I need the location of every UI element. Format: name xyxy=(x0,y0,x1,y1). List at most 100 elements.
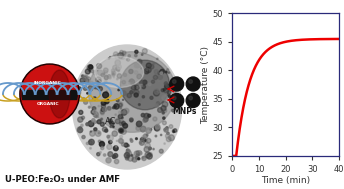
Circle shape xyxy=(118,138,123,143)
Circle shape xyxy=(114,153,118,158)
Circle shape xyxy=(158,75,162,79)
Circle shape xyxy=(129,85,131,87)
Circle shape xyxy=(114,105,116,108)
Circle shape xyxy=(163,109,167,112)
Circle shape xyxy=(163,88,165,91)
Circle shape xyxy=(154,70,159,74)
Circle shape xyxy=(155,126,161,131)
Circle shape xyxy=(112,107,114,108)
Circle shape xyxy=(154,89,160,94)
Circle shape xyxy=(142,96,144,98)
Circle shape xyxy=(140,152,141,153)
Circle shape xyxy=(144,147,150,152)
Circle shape xyxy=(103,107,107,112)
Circle shape xyxy=(99,151,101,153)
Circle shape xyxy=(115,54,121,60)
Circle shape xyxy=(88,121,94,127)
Circle shape xyxy=(101,104,106,108)
Circle shape xyxy=(96,87,99,89)
Circle shape xyxy=(147,153,152,159)
Circle shape xyxy=(127,82,130,85)
Circle shape xyxy=(167,132,169,135)
Circle shape xyxy=(157,89,161,93)
Circle shape xyxy=(139,140,144,145)
Circle shape xyxy=(101,112,104,115)
Circle shape xyxy=(86,142,89,145)
Circle shape xyxy=(107,107,111,110)
Circle shape xyxy=(80,78,85,83)
Circle shape xyxy=(84,100,88,104)
Circle shape xyxy=(115,119,120,124)
Circle shape xyxy=(101,147,104,150)
Circle shape xyxy=(144,113,149,119)
Circle shape xyxy=(146,128,151,133)
Circle shape xyxy=(112,107,115,109)
Circle shape xyxy=(104,76,108,80)
Circle shape xyxy=(135,50,138,53)
Circle shape xyxy=(82,136,85,139)
Circle shape xyxy=(88,86,93,91)
Circle shape xyxy=(89,65,93,69)
Circle shape xyxy=(116,67,120,71)
Circle shape xyxy=(111,69,115,73)
Circle shape xyxy=(103,70,107,75)
Circle shape xyxy=(109,77,111,79)
Circle shape xyxy=(167,91,171,94)
Circle shape xyxy=(98,132,100,134)
Circle shape xyxy=(140,152,142,155)
Circle shape xyxy=(87,77,90,80)
Circle shape xyxy=(144,69,149,74)
Circle shape xyxy=(77,127,83,133)
Circle shape xyxy=(111,141,112,142)
Circle shape xyxy=(134,93,138,97)
Circle shape xyxy=(169,135,174,141)
Circle shape xyxy=(140,143,141,144)
Circle shape xyxy=(137,74,142,79)
Ellipse shape xyxy=(120,60,170,110)
Circle shape xyxy=(162,112,164,114)
Circle shape xyxy=(131,85,136,90)
Circle shape xyxy=(90,147,92,149)
Circle shape xyxy=(139,84,142,87)
Circle shape xyxy=(104,154,106,156)
Circle shape xyxy=(103,127,107,132)
Circle shape xyxy=(113,65,118,70)
Circle shape xyxy=(166,127,168,129)
Circle shape xyxy=(94,128,97,131)
Circle shape xyxy=(120,135,122,138)
Circle shape xyxy=(160,69,164,74)
Text: AC: AC xyxy=(105,116,117,125)
Circle shape xyxy=(158,71,161,75)
Circle shape xyxy=(130,91,133,94)
Circle shape xyxy=(82,116,85,119)
Circle shape xyxy=(125,157,129,160)
Circle shape xyxy=(120,50,123,54)
Circle shape xyxy=(150,96,153,99)
Circle shape xyxy=(138,159,139,160)
Circle shape xyxy=(118,115,122,119)
Circle shape xyxy=(172,79,176,83)
Circle shape xyxy=(168,72,170,74)
Circle shape xyxy=(131,154,133,156)
Circle shape xyxy=(89,139,94,145)
Circle shape xyxy=(93,109,94,110)
Circle shape xyxy=(120,120,124,124)
Circle shape xyxy=(145,152,151,158)
Circle shape xyxy=(85,69,90,74)
Circle shape xyxy=(104,99,109,104)
Circle shape xyxy=(83,76,87,80)
Circle shape xyxy=(164,129,166,130)
Circle shape xyxy=(186,77,200,91)
Circle shape xyxy=(106,158,111,163)
Circle shape xyxy=(115,60,120,66)
Circle shape xyxy=(146,67,151,73)
Circle shape xyxy=(127,149,128,151)
Circle shape xyxy=(93,110,96,113)
Circle shape xyxy=(92,119,95,122)
Circle shape xyxy=(132,157,137,162)
Circle shape xyxy=(108,119,112,123)
Circle shape xyxy=(155,124,160,129)
Circle shape xyxy=(165,134,170,138)
Circle shape xyxy=(141,68,142,69)
Circle shape xyxy=(166,137,171,142)
